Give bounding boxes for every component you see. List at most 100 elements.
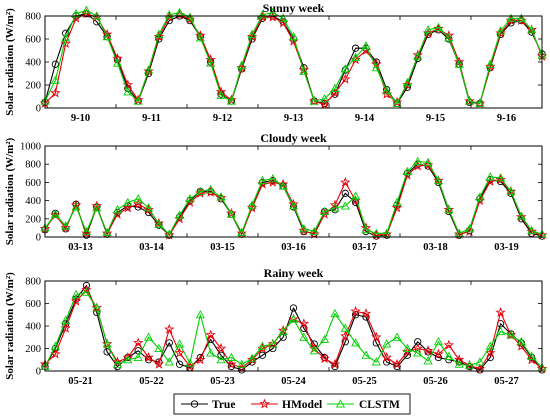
point-clstm [402,166,412,175]
point-clstm [237,60,247,69]
point-clstm [112,359,123,368]
point-true [341,189,349,197]
panel-title: Rainy week [264,266,324,280]
point-hmodel [81,227,92,238]
point-hmodel [433,348,444,359]
point-clstm [164,357,174,366]
point-clstm [527,225,537,235]
point-clstm [464,96,475,105]
point-hmodel [381,352,392,362]
point-clstm [195,310,205,319]
point-clstm [413,348,423,357]
point-clstm [102,227,112,236]
legend-marker-hmodel [259,398,270,409]
y-tick-label: 0 [36,233,41,244]
y-tick-label: 400 [25,58,41,69]
point-clstm [371,357,381,366]
point-hmodel [391,96,403,107]
point-clstm [527,351,537,360]
point-hmodel [143,204,154,215]
y-tick-label: 600 [25,35,41,46]
y-tick-label: 1000 [20,142,41,153]
x-day-label: 05-25 [352,376,377,387]
x-day-label: 03-14 [139,242,164,253]
point-clstm [413,156,423,165]
point-hmodel [391,202,403,213]
point-hmodel [391,358,403,369]
point-clstm [485,172,495,181]
point-clstm [506,330,516,339]
point-clstm [371,228,381,237]
point-clstm [81,287,91,296]
point-clstm [143,332,154,341]
point-hmodel [226,358,237,369]
point-clstm [123,355,133,364]
point-clstm [299,332,309,341]
point-hmodel [433,175,444,186]
point-clstm [433,22,444,31]
point-clstm [216,90,226,99]
point-clstm [102,339,112,348]
point-clstm [102,31,112,41]
y-tick-label: 200 [25,214,41,225]
point-hmodel [350,305,361,316]
point-hmodel [205,329,216,340]
legend-marker-clstm [335,399,346,408]
x-day-label: 05-27 [494,376,519,387]
y-tick-label: 200 [25,344,41,355]
point-true [331,90,339,98]
point-clstm [351,52,361,61]
point-clstm [309,346,319,355]
point-clstm [382,339,392,348]
point-hmodel [308,95,320,106]
x-day-label: 9-10 [71,113,90,124]
point-hmodel [495,174,506,185]
x-day-label: 9-14 [355,113,375,124]
point-clstm [392,197,402,206]
point-hmodel [226,94,237,105]
plot-frame [44,145,543,238]
point-clstm [475,98,485,107]
point-clstm [496,173,506,182]
point-clstm [133,194,143,203]
x-day-label: 9-12 [213,113,232,124]
y-tick-label: 400 [25,196,41,207]
point-hmodel [443,339,455,350]
point-true [341,338,349,346]
point-clstm [506,13,516,22]
y-tick-label: 0 [36,104,41,115]
point-clstm [423,25,433,34]
point-clstm [278,13,288,22]
point-clstm [143,203,154,212]
series-line-clstm [44,291,543,369]
point-clstm [516,13,526,22]
point-clstm [423,356,433,365]
point-clstm [361,41,371,50]
point-clstm [71,8,81,18]
point-clstm [454,228,464,237]
point-clstm [516,211,526,220]
point-clstm [444,351,454,360]
point-hmodel [164,323,175,334]
point-clstm [61,221,71,230]
point-clstm [154,343,164,352]
y-tick-label: 800 [25,160,41,171]
point-clstm [154,29,164,38]
point-hmodel [474,97,486,108]
point-true [155,221,163,229]
point-clstm [361,350,371,359]
y-tick-label: 0 [36,367,41,378]
point-clstm [50,341,60,350]
point-hmodel [112,53,123,63]
point-clstm [154,219,164,228]
point-hmodel [215,343,227,353]
point-clstm [340,323,350,332]
y-axis-label: Solar radiation (W/m²) [4,272,16,380]
chart-panel-1: Solar radiation (W/m²) [4,5,548,116]
point-clstm [206,184,216,194]
legend-label-true: True [212,399,235,411]
point-true [238,366,246,374]
point-clstm [413,51,423,60]
point-clstm [330,308,340,318]
x-day-label: 05-22 [139,376,164,387]
